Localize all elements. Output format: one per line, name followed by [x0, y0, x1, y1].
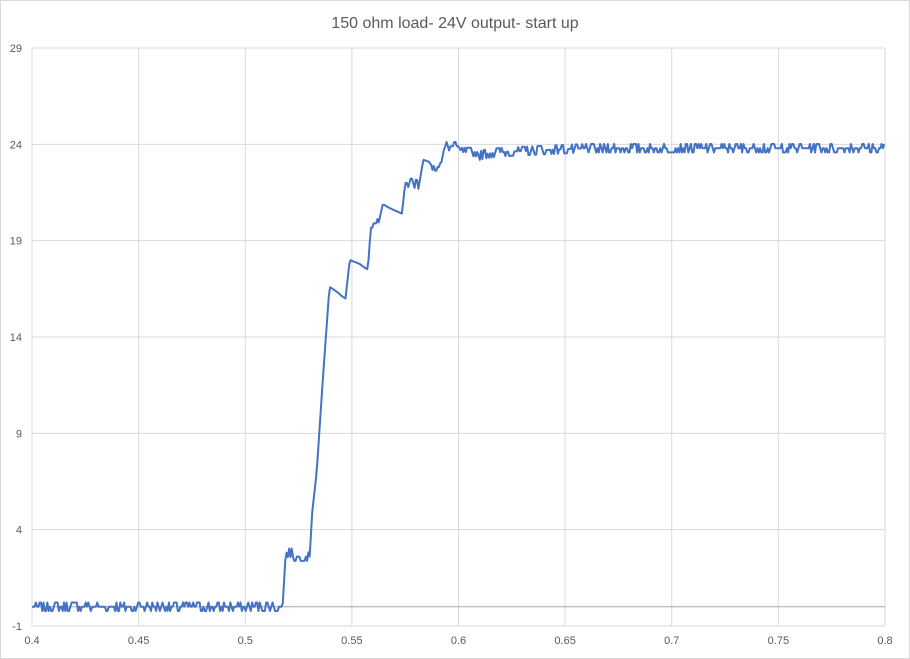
y-tick-label: 24 — [10, 139, 22, 151]
x-tick-label: 0.55 — [341, 635, 362, 647]
series-group — [32, 141, 886, 612]
y-tick-label: 19 — [10, 236, 22, 248]
x-tick-label: 0.7 — [664, 635, 679, 647]
y-tick-label: 14 — [10, 332, 22, 344]
y-tick-label: -1 — [12, 621, 22, 633]
y-tick-label: 9 — [16, 428, 22, 440]
chart-title: 150 ohm load- 24V output- start up — [331, 15, 578, 32]
series-line — [32, 141, 886, 612]
x-tick-label: 0.65 — [554, 635, 575, 647]
y-axis-tick-labels: -1 4 9 14 19 24 29 — [10, 43, 22, 633]
x-tick-label: 0.4 — [24, 635, 39, 647]
y-tick-label: 4 — [16, 525, 22, 537]
x-tick-label: 0.6 — [451, 635, 466, 647]
x-axis-tick-labels: 0.4 0.45 0.5 0.55 0.6 0.65 0.7 0.75 0.8 — [24, 635, 892, 647]
gridlines — [31, 47, 886, 627]
x-tick-label: 0.8 — [877, 635, 892, 647]
x-tick-label: 0.75 — [768, 635, 789, 647]
y-tick-label: 29 — [10, 43, 22, 55]
x-tick-label: 0.45 — [128, 635, 149, 647]
x-tick-label: 0.5 — [238, 635, 253, 647]
